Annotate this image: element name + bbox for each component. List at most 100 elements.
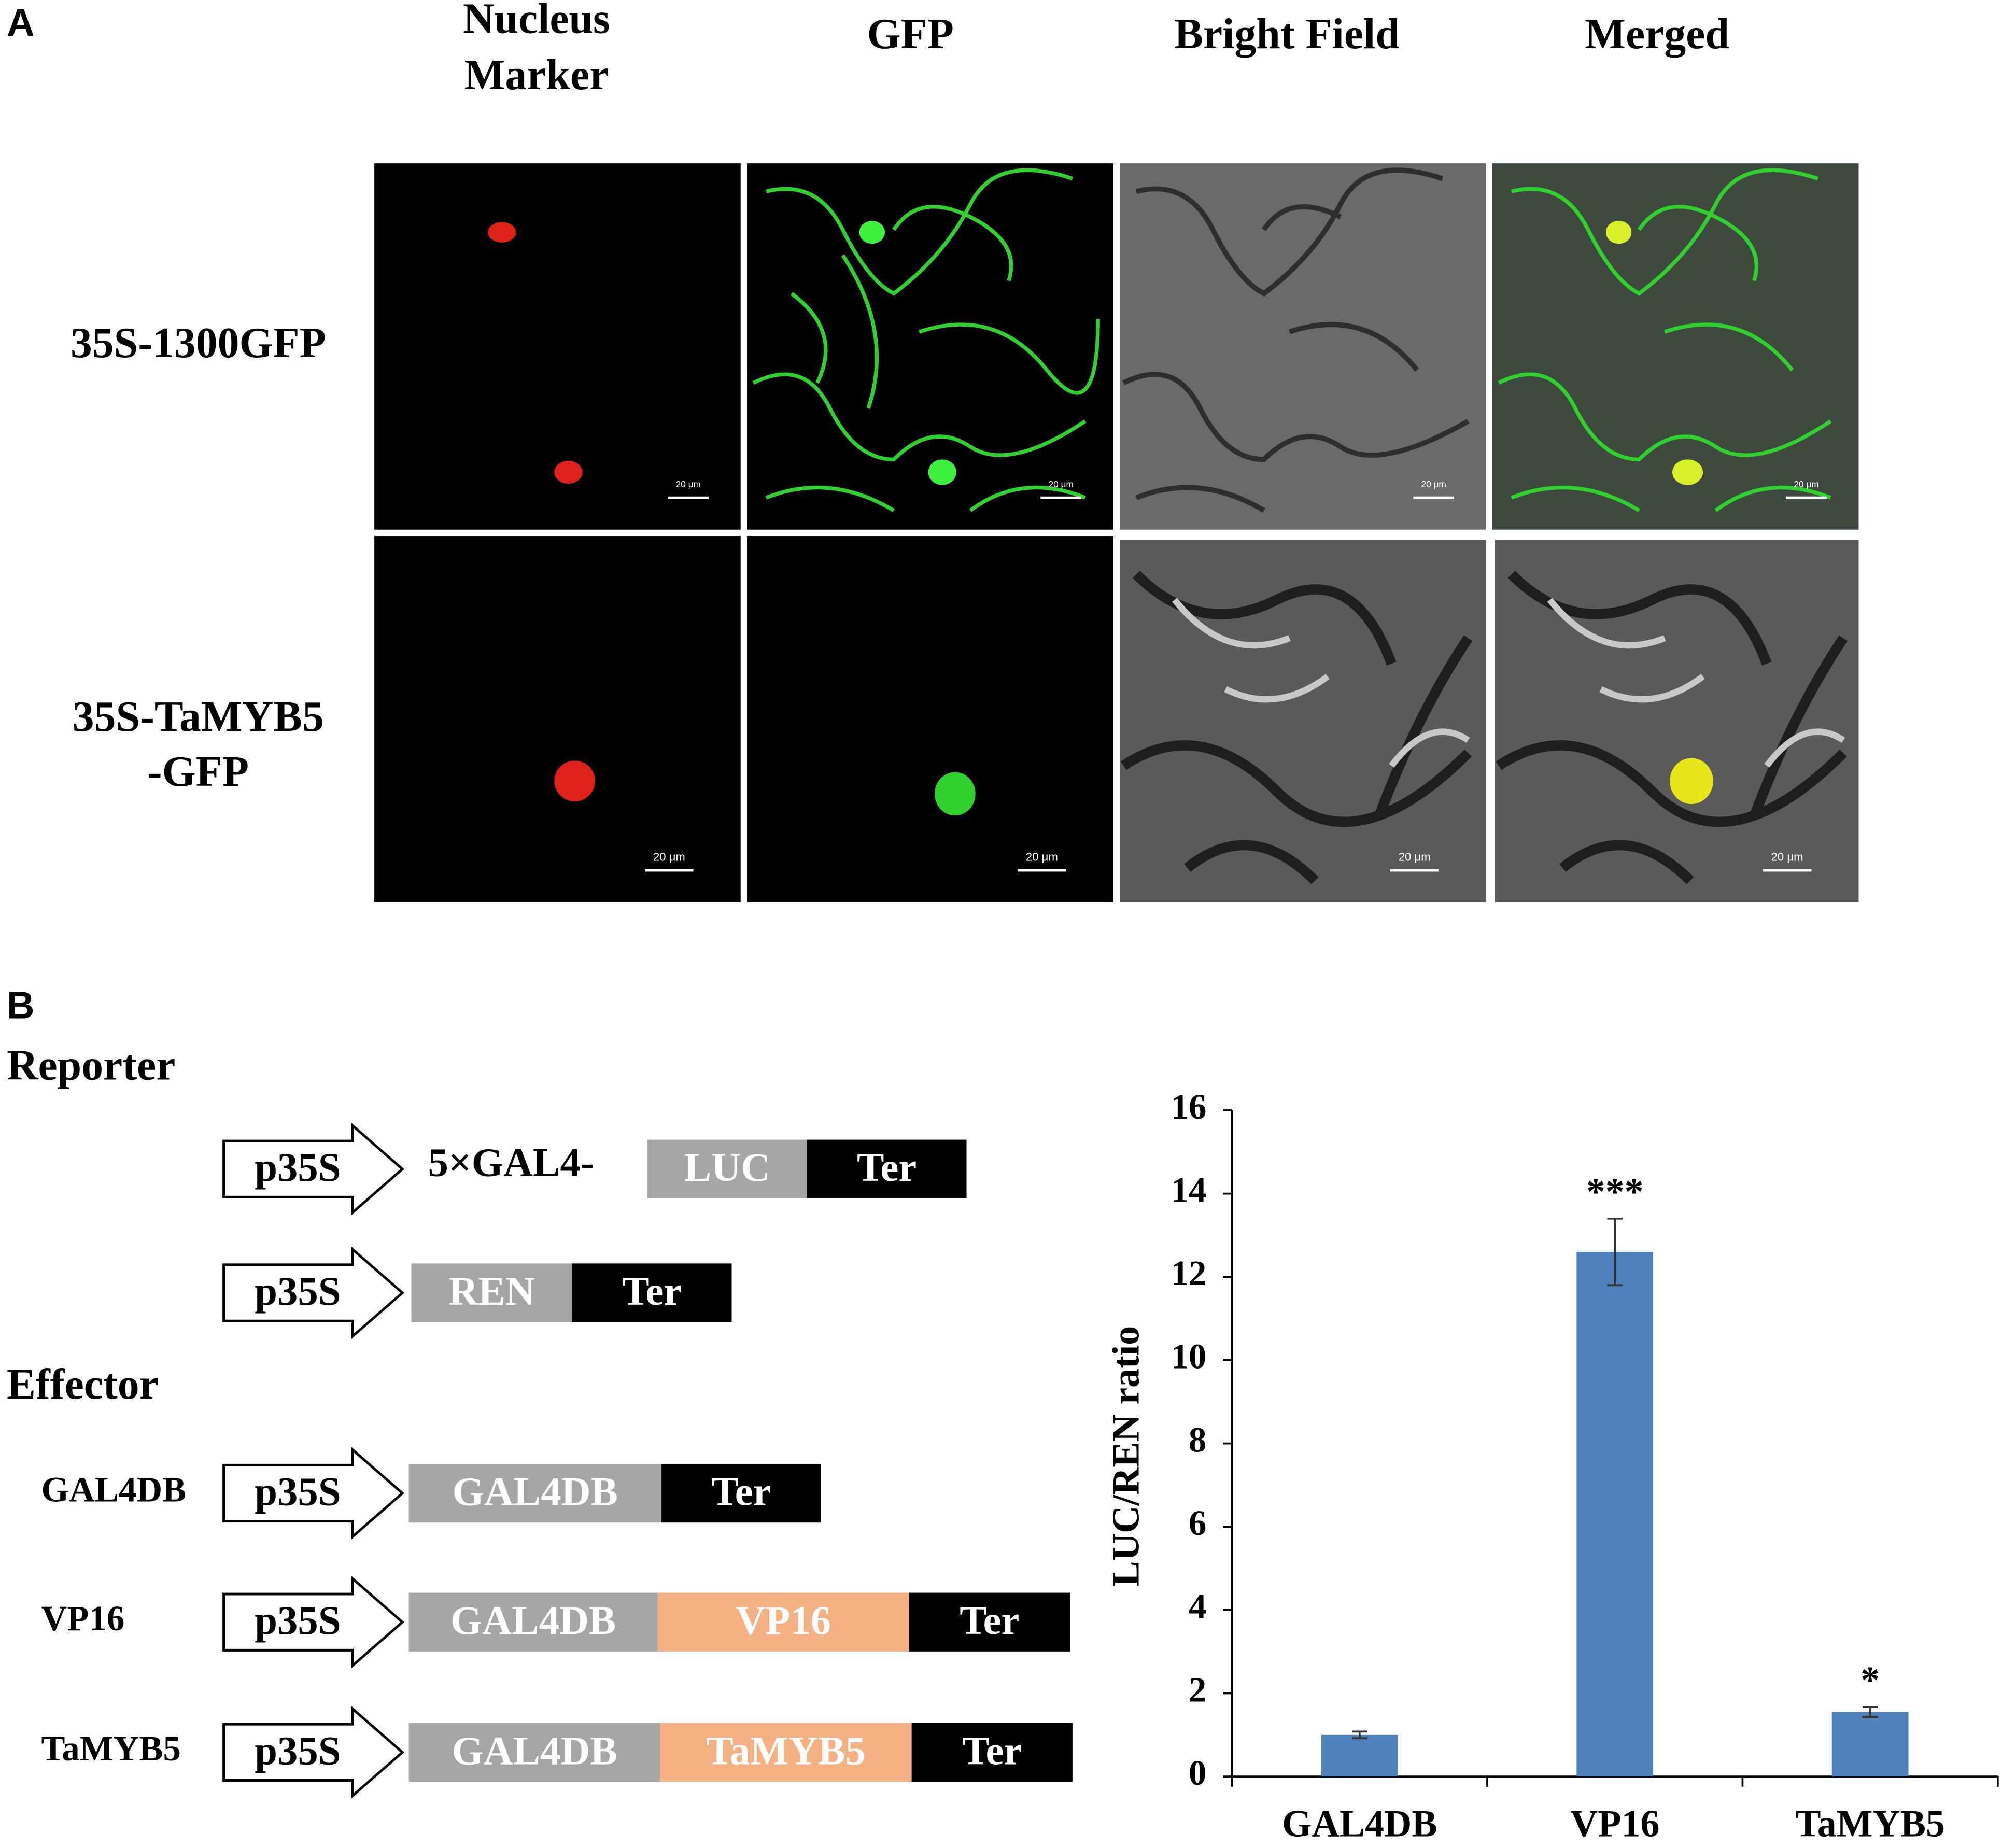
- y-tick-label: 4: [1189, 1587, 1206, 1626]
- construct-part-label: Ter: [622, 1269, 682, 1314]
- construct-part: [911, 1723, 1073, 1782]
- image-gfp-2: [747, 536, 1113, 902]
- construct-part-label: GAL4DB: [453, 1470, 618, 1515]
- error-bar: [1352, 1730, 1367, 1740]
- cell-walls: [1120, 570, 1473, 884]
- promoter-label: p35S: [255, 1728, 341, 1773]
- construct-part-label: Ter: [962, 1728, 1022, 1773]
- nucleus: [554, 760, 596, 802]
- promoter-label: p35S: [255, 1269, 341, 1314]
- nucleus: [1672, 459, 1703, 485]
- cell-walls: [1122, 167, 1470, 513]
- bar: [1321, 1734, 1398, 1777]
- y-axis-label: LUC/REN ratio: [1105, 1326, 1147, 1587]
- nucleus: [859, 220, 885, 244]
- promoter-arrow: [222, 1246, 405, 1339]
- error-bar: [1862, 1706, 1878, 1718]
- y-tick-label: 2: [1189, 1670, 1206, 1709]
- row-label: 35S-1300GFP: [71, 319, 326, 367]
- column-header: Nucleus: [463, 0, 610, 43]
- y-tick-label: 0: [1189, 1753, 1206, 1793]
- construct-part: [408, 1463, 662, 1523]
- x-tick-label: VP16: [1570, 1802, 1659, 1845]
- construct-part-label: Ter: [960, 1598, 1019, 1643]
- section-title: Reporter: [7, 1041, 175, 1089]
- row-label: -GFP: [148, 747, 249, 796]
- column-header: Marker: [464, 51, 609, 99]
- promoter-label: p35S: [255, 1470, 341, 1515]
- construct-part: [660, 1723, 912, 1782]
- scale-bar-label: 20 μm: [676, 479, 701, 489]
- gfp-cells: [1498, 168, 1832, 512]
- y-tick-label: 10: [1171, 1337, 1206, 1376]
- construct-part-label: REN: [448, 1269, 534, 1314]
- construct-part: [572, 1263, 732, 1322]
- panel-label: B: [7, 984, 34, 1027]
- effector-label: VP16: [41, 1599, 125, 1638]
- bar: [1831, 1712, 1909, 1777]
- effector-label: GAL4DB: [41, 1470, 187, 1509]
- row-label: 35S-TaMYB5: [73, 693, 324, 741]
- column-header: Merged: [1585, 10, 1729, 58]
- construct-part: [647, 1139, 807, 1198]
- construct-part-label: LUC: [684, 1145, 770, 1190]
- content: A Nucleus Marker GFP Bright Field Merged 35S-1…: [7, 0, 1999, 1845]
- construct-prefix: 5×GAL4-: [428, 1140, 595, 1185]
- construct-part-label: GAL4DB: [452, 1728, 617, 1773]
- nucleus: [488, 222, 516, 243]
- promoter-arrow: [222, 1447, 405, 1540]
- scale-bar-label: 20 μm: [1794, 479, 1818, 489]
- y-tick-label: 8: [1189, 1420, 1206, 1459]
- x-tick-label: TaMYB5: [1795, 1802, 1945, 1845]
- scale-bar-label: 20 μm: [1771, 850, 1803, 863]
- promoter-arrow: [222, 1706, 405, 1799]
- nucleus: [928, 459, 956, 485]
- construct-part: [408, 1723, 660, 1782]
- nucleus: [1605, 220, 1632, 244]
- promoter-arrow: [222, 1576, 405, 1669]
- micrographs: [374, 163, 1859, 902]
- significance-label: ***: [1586, 1170, 1644, 1212]
- construct-part-label: Ter: [711, 1470, 771, 1515]
- y-tick-label: 14: [1171, 1170, 1206, 1209]
- construct-part: [411, 1263, 572, 1322]
- nucleus: [1670, 758, 1713, 805]
- effector-label: TaMYB5: [41, 1729, 181, 1768]
- nucleus: [934, 772, 976, 816]
- column-header: GFP: [867, 10, 954, 58]
- cell-walls-light: [1547, 598, 1845, 768]
- image-bright-1: [1119, 163, 1486, 530]
- construct-part: [657, 1592, 909, 1652]
- construct-part: [909, 1592, 1070, 1652]
- column-header: Bright Field: [1174, 10, 1400, 58]
- promoter-label: p35S: [255, 1598, 341, 1643]
- cell-walls: [1496, 570, 1848, 884]
- error-bar: [1607, 1217, 1623, 1287]
- construct-part-label: GAL4DB: [450, 1598, 616, 1643]
- promoter-arrow: [222, 1123, 405, 1216]
- cell-walls-light: [1172, 598, 1470, 768]
- construct-part: [661, 1463, 821, 1523]
- scale-bar-label: 20 μm: [1421, 479, 1446, 489]
- y-tick-label: 16: [1171, 1087, 1206, 1126]
- construct-part: [807, 1139, 967, 1198]
- significance-label: *: [1860, 1659, 1880, 1701]
- gfp-cells: [752, 168, 1100, 512]
- scale-bar-label: 20 μm: [1049, 479, 1074, 489]
- bar: [1576, 1252, 1654, 1777]
- x-tick-label: GAL4DB: [1282, 1802, 1437, 1845]
- construct-part-label: TaMYB5: [706, 1728, 866, 1773]
- construct-part-label: Ter: [857, 1145, 917, 1190]
- image-nucleus-2: [374, 536, 741, 902]
- scale-bar-label: 20 μm: [653, 850, 685, 863]
- scale-bar-label: 20 μm: [1399, 850, 1431, 863]
- panel-label: A: [7, 1, 34, 44]
- y-tick-label: 12: [1171, 1253, 1206, 1293]
- nucleus: [554, 460, 583, 484]
- y-tick-label: 6: [1189, 1503, 1206, 1543]
- construct-part: [408, 1592, 658, 1652]
- scale-bar-label: 20 μm: [1026, 850, 1058, 863]
- promoter-label: p35S: [255, 1145, 341, 1190]
